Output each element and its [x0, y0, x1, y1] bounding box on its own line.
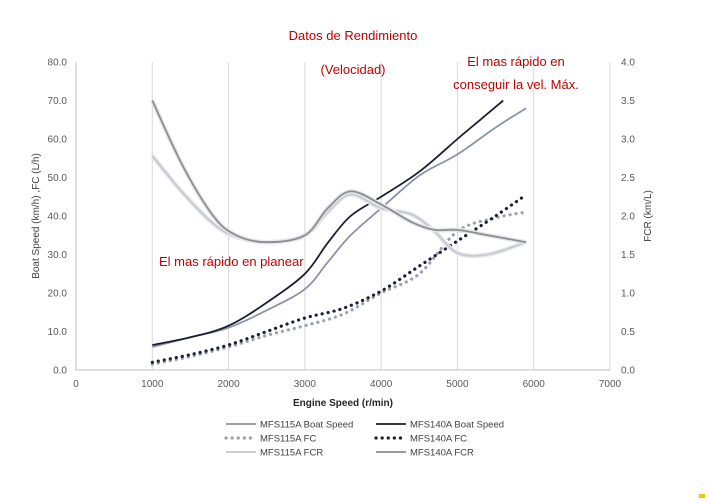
y-left-tick-label-40: 40.0 — [48, 212, 68, 223]
y-left-tick-label-80: 80.0 — [48, 58, 68, 69]
series-line-mfs115a-fc — [150, 210, 528, 366]
x-tick-label-1000: 1000 — [141, 379, 164, 390]
y-right-tick-label-1: 1.0 — [621, 289, 635, 300]
y-axis-right-title: FCR (km/L) — [643, 190, 654, 242]
y-left-tick-label-30: 30.0 — [48, 250, 68, 261]
legend-label-mfs115a-fc: MFS115A FC — [260, 434, 316, 445]
series-line-mfs115a-fcr — [151, 155, 527, 257]
y-left-tick-label-60: 60.0 — [48, 135, 68, 146]
x-tick-label-0: 0 — [73, 379, 79, 390]
x-tick-label-7000: 7000 — [599, 379, 622, 390]
series-line-mfs140a-fc — [150, 193, 528, 364]
x-tick-label-5000: 5000 — [446, 379, 469, 390]
y-right-tick-label-1.5: 1.5 — [621, 250, 635, 261]
x-tick-label-2000: 2000 — [217, 379, 240, 390]
legend-label-mfs115a-fcr: MFS115A FCR — [260, 448, 323, 459]
legend-label-mfs140a-fcr: MFS140A FCR — [410, 448, 474, 459]
annotation-planing: El mas rápido en planear — [159, 254, 304, 269]
x-tick-label-3000: 3000 — [294, 379, 317, 390]
series-line-mfs140a-boat-speed — [152, 99, 504, 346]
annotation-max-speed-line2: conseguir la vel. Máx. — [453, 77, 579, 92]
y-left-tick-label-50: 50.0 — [48, 173, 68, 184]
chart-subtitle: (Velocidad) — [320, 62, 385, 77]
y-right-tick-label-4: 4.0 — [621, 58, 635, 69]
y-left-tick-label-20: 20.0 — [48, 289, 68, 300]
series-lines — [150, 99, 528, 366]
annotation-max-speed-line1: El mas rápido en — [467, 54, 565, 69]
legend-label-mfs140a-fc: MFS140A FC — [410, 434, 467, 445]
y-right-tick-label-2.5: 2.5 — [621, 173, 635, 184]
y-right-tick-label-2: 2.0 — [621, 212, 635, 223]
legend: MFS115A Boat Speed MFS140A Boat Speed MFS1… — [224, 420, 504, 459]
y-left-tick-label-0: 0.0 — [53, 366, 67, 377]
grid-lines — [151, 62, 611, 370]
y-right-tick-label-0.5: 0.5 — [621, 327, 635, 338]
legend-label-mfs115a-boat-speed: MFS115A Boat Speed — [260, 420, 353, 431]
y-right-tick-label-0: 0.0 — [621, 366, 635, 377]
legend-label-mfs140a-boat-speed: MFS140A Boat Speed — [410, 420, 504, 431]
series-line-mfs115a-boat-speed — [152, 107, 527, 348]
y-axis-left-title: Boat Speed (km/h) ,FC (L/h) — [31, 153, 42, 279]
chart-title: Datos de Rendimiento — [289, 28, 418, 43]
y-right-tick-label-3: 3.0 — [621, 135, 635, 146]
axes — [75, 62, 610, 371]
y-right-tick-label-3.5: 3.5 — [621, 96, 635, 107]
x-tick-label-6000: 6000 — [523, 379, 546, 390]
x-axis-title: Engine Speed (r/min) — [293, 398, 393, 409]
corner-accent-mark — [699, 494, 705, 498]
x-tick-label-4000: 4000 — [370, 379, 393, 390]
y-left-tick-label-10: 10.0 — [48, 327, 68, 338]
tick-labels: 0 1000 2000 3000 4000 5000 6000 7000 0.0 10.0 20.0… — [48, 58, 636, 391]
y-left-tick-label-70: 70.0 — [48, 96, 68, 107]
series-line-mfs140a-fcr — [151, 100, 527, 244]
